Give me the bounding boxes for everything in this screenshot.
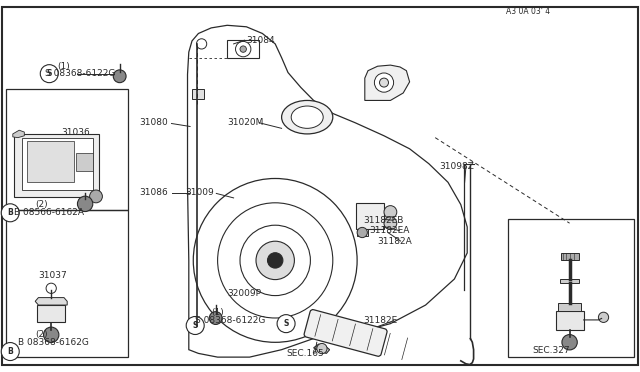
Text: 31036: 31036	[61, 128, 90, 137]
Text: B: B	[8, 347, 13, 356]
Circle shape	[268, 253, 283, 268]
Circle shape	[90, 190, 102, 203]
Bar	[227, 40, 259, 58]
Circle shape	[380, 78, 388, 87]
Bar	[357, 229, 368, 236]
Text: B: B	[8, 208, 13, 217]
Text: 31182EA: 31182EA	[369, 226, 410, 235]
Circle shape	[193, 179, 357, 342]
Circle shape	[209, 312, 222, 324]
Circle shape	[277, 315, 295, 333]
Circle shape	[598, 312, 609, 323]
Circle shape	[374, 73, 394, 92]
Circle shape	[46, 283, 56, 294]
Bar	[560, 279, 579, 283]
Bar	[192, 89, 204, 99]
Text: B 08566-6162A: B 08566-6162A	[14, 208, 84, 217]
Text: (1): (1)	[211, 308, 224, 317]
Text: S 08368-6122G: S 08368-6122G	[195, 316, 266, 325]
Text: 31182A: 31182A	[378, 237, 412, 246]
Circle shape	[384, 217, 397, 230]
FancyBboxPatch shape	[304, 310, 387, 356]
Circle shape	[186, 317, 204, 334]
Circle shape	[317, 343, 327, 354]
Circle shape	[357, 227, 367, 238]
Circle shape	[1, 204, 19, 222]
Polygon shape	[188, 25, 467, 357]
Circle shape	[240, 46, 246, 52]
Text: 32009P: 32009P	[227, 289, 261, 298]
Bar	[558, 303, 581, 311]
Polygon shape	[365, 65, 410, 100]
Polygon shape	[35, 298, 67, 305]
Text: 31080: 31080	[140, 118, 168, 127]
Bar	[22, 138, 93, 190]
Text: 31084: 31084	[246, 36, 275, 45]
Text: 31009: 31009	[186, 188, 214, 197]
Text: S 08368-6122G: S 08368-6122G	[45, 69, 115, 78]
Text: S: S	[193, 321, 198, 330]
Ellipse shape	[291, 106, 323, 128]
Text: 31098Z: 31098Z	[439, 162, 474, 171]
Circle shape	[236, 41, 251, 57]
Bar	[14, 134, 99, 197]
Polygon shape	[314, 344, 330, 353]
Text: 31182EB: 31182EB	[363, 216, 403, 225]
Text: (2): (2)	[35, 200, 48, 209]
Circle shape	[40, 65, 58, 83]
Text: A3 0A 03' 4: A3 0A 03' 4	[506, 7, 550, 16]
Text: (1): (1)	[58, 62, 70, 71]
Bar	[561, 253, 579, 260]
Circle shape	[77, 196, 93, 212]
Circle shape	[113, 70, 126, 83]
Bar	[556, 311, 584, 330]
Text: SEC.327: SEC.327	[532, 346, 570, 355]
Circle shape	[191, 320, 204, 333]
Circle shape	[194, 323, 200, 330]
Circle shape	[44, 327, 59, 343]
Bar	[6, 210, 128, 357]
Circle shape	[1, 343, 19, 360]
Bar	[76, 153, 93, 171]
Circle shape	[562, 334, 577, 350]
Bar	[27, 141, 74, 182]
Text: (2): (2)	[35, 330, 48, 339]
Polygon shape	[13, 130, 24, 138]
Bar	[356, 203, 384, 229]
Bar	[37, 305, 65, 322]
Ellipse shape	[282, 100, 333, 134]
Text: B 08368-6162G: B 08368-6162G	[18, 338, 89, 347]
Text: S: S	[284, 319, 289, 328]
Circle shape	[384, 206, 397, 218]
Circle shape	[196, 39, 207, 49]
Text: 31086: 31086	[140, 188, 168, 197]
Bar	[6, 89, 128, 210]
Text: 31037: 31037	[38, 271, 67, 280]
Text: 31020M: 31020M	[227, 118, 264, 127]
Text: S: S	[47, 69, 52, 78]
Text: SEC.165: SEC.165	[286, 349, 324, 358]
Text: 31182E: 31182E	[363, 316, 397, 325]
Bar	[508, 219, 634, 357]
Circle shape	[256, 241, 294, 280]
